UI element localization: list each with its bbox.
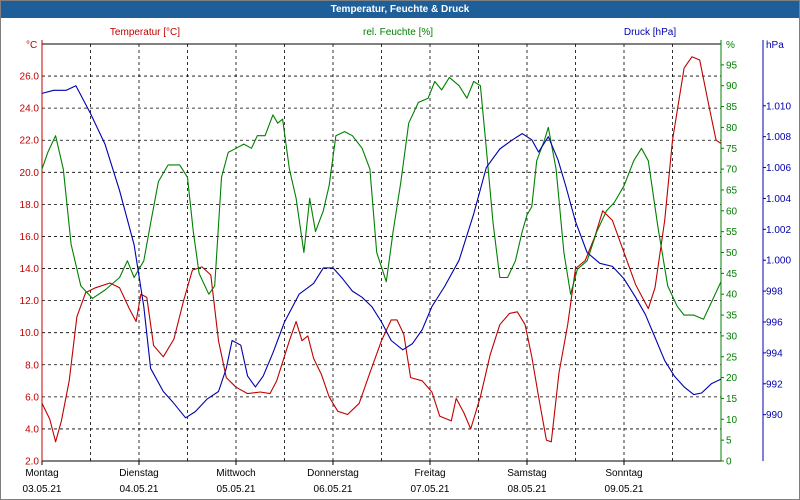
temperature-tick-label: 4.0 <box>25 424 39 435</box>
humidity-tick-label: 50 <box>726 248 738 259</box>
humidity-tick-label: 0 <box>726 457 732 468</box>
x-tick-label-day: Freitag <box>414 468 445 479</box>
humidity-tick-label: 85 <box>726 102 738 113</box>
temperature-tick-label: 12.0 <box>20 296 40 307</box>
temperature-tick-label: 16.0 <box>20 232 40 243</box>
humidity-tick-label: 55 <box>726 227 738 238</box>
series-line-pressure <box>41 85 722 419</box>
humidity-tick-label: 20 <box>726 373 738 384</box>
temperature-tick-label: 20.0 <box>20 168 40 179</box>
pressure-tick-label: 992 <box>766 379 783 390</box>
temperature-axis-title: Temperatur [°C] <box>110 27 180 38</box>
humidity-tick-label: 5 <box>726 436 732 447</box>
pressure-tick-label: 1.010 <box>766 101 791 112</box>
pressure-tick-label: 994 <box>766 348 783 359</box>
temperature-tick-label: 10.0 <box>20 328 40 339</box>
grid <box>42 44 721 462</box>
temperature-tick-label: 8.0 <box>25 360 39 371</box>
x-tick-label-date: 03.05.21 <box>23 484 62 495</box>
humidity-tick-label: 75 <box>726 144 738 155</box>
pressure-tick-label: 1.004 <box>766 194 791 205</box>
humidity-tick-label: 45 <box>726 269 738 280</box>
x-tick-label-day: Sonntag <box>605 468 642 479</box>
humidity-tick-label: 25 <box>726 352 738 363</box>
pressure-axis-title: Druck [hPa] <box>624 27 676 38</box>
humidity-tick-label: 80 <box>726 123 738 134</box>
temperature-tick-label: 14.0 <box>20 264 40 275</box>
axes <box>41 40 766 465</box>
humidity-tick-label: 40 <box>726 290 738 301</box>
x-tick-label-day: Mittwoch <box>216 468 255 479</box>
x-tick-label-day: Montag <box>25 468 58 479</box>
x-tick-label-date: 07.05.21 <box>411 484 450 495</box>
x-tick-label-date: 04.05.21 <box>120 484 159 495</box>
x-tick-label-day: Donnerstag <box>307 468 359 479</box>
humidity-tick-label: 65 <box>726 185 738 196</box>
pressure-tick-label: 998 <box>766 287 783 298</box>
x-tick-label-date: 09.05.21 <box>605 484 644 495</box>
humidity-tick-label: 10 <box>726 415 738 426</box>
pressure-tick-label: 1.008 <box>766 132 791 143</box>
pressure-tick-label: 990 <box>766 410 783 421</box>
pressure-tick-label: 996 <box>766 318 783 329</box>
humidity-tick-label: 90 <box>726 81 738 92</box>
humidity-tick-label: 15 <box>726 394 738 405</box>
axis-labels: 2.0 4.0 6.0 8.0 10.0 12.0 14.0 16.0 18.0 20.0 22.0… <box>20 27 792 495</box>
pressure-unit-label: hPa <box>766 40 784 51</box>
humidity-tick-label: 95 <box>726 60 738 71</box>
temperature-tick-label: 26.0 <box>20 72 40 83</box>
chart-title: Temperatur, Feuchte & Druck <box>1 1 799 18</box>
x-tick-label-day: Dienstag <box>119 468 158 479</box>
humidity-tick-label: 35 <box>726 311 738 322</box>
series-lines <box>41 56 722 443</box>
x-tick-label-date: 08.05.21 <box>508 484 547 495</box>
pressure-tick-label: 1.006 <box>766 163 791 174</box>
temperature-tick-label: 2.0 <box>25 457 39 468</box>
temperature-unit-label: °C <box>26 40 37 51</box>
x-tick-label-date: 05.05.21 <box>217 484 256 495</box>
humidity-tick-label: 70 <box>726 165 738 176</box>
temperature-tick-label: 24.0 <box>20 104 40 115</box>
series-line-humidity <box>41 76 722 320</box>
pressure-tick-label: 1.002 <box>766 225 791 236</box>
temperature-tick-label: 22.0 <box>20 136 40 147</box>
humidity-axis-title: rel. Feuchte [%] <box>363 27 433 38</box>
pressure-tick-label: 1.000 <box>766 256 791 267</box>
temperature-tick-label: 6.0 <box>25 392 39 403</box>
temperature-tick-label: 18.0 <box>20 200 40 211</box>
humidity-tick-label: 60 <box>726 206 738 217</box>
x-tick-label-day: Samstag <box>507 468 546 479</box>
x-tick-label-date: 06.05.21 <box>314 484 353 495</box>
humidity-tick-label: 30 <box>726 331 738 342</box>
humidity-unit-label: % <box>726 40 735 51</box>
